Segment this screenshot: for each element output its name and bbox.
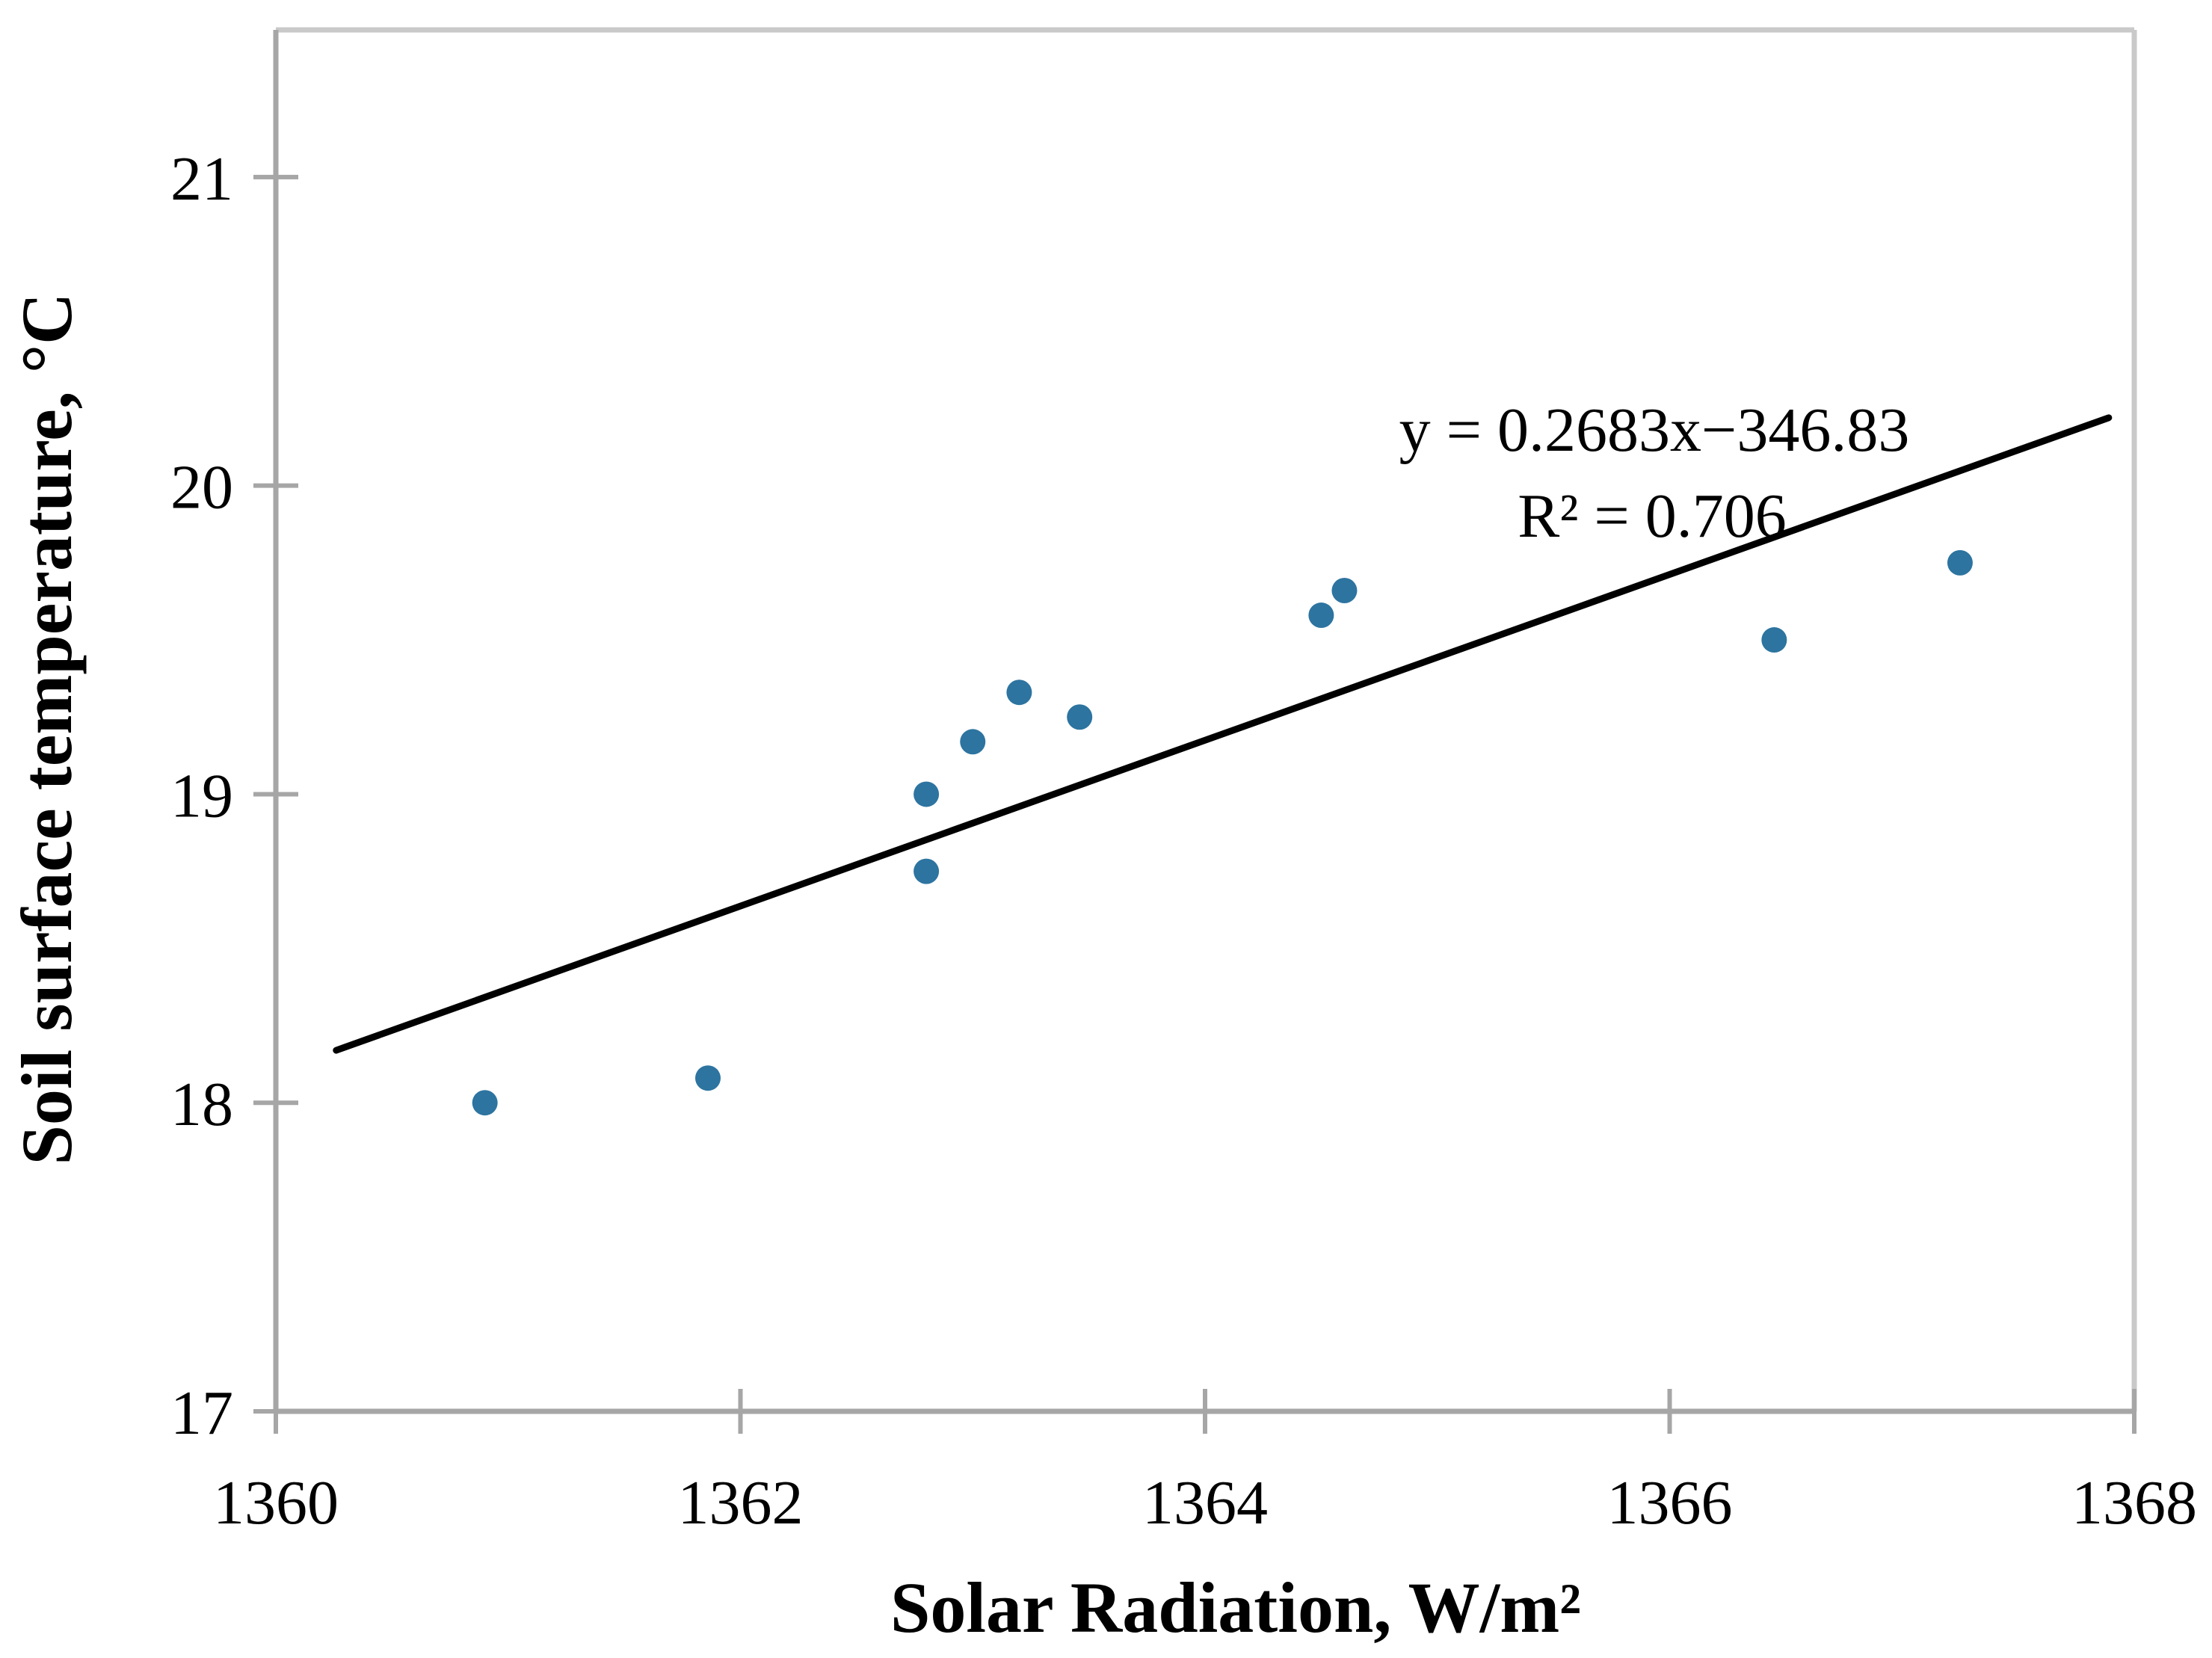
- y-tick-label: 20: [170, 453, 233, 523]
- trendline: [333, 414, 2113, 1054]
- scatter-point: [472, 1090, 498, 1116]
- x-tick-label: 1368: [2071, 1468, 2197, 1538]
- x-tick-label: 1360: [213, 1468, 339, 1538]
- y-tick-label: 19: [170, 761, 233, 830]
- scatter-points: [472, 549, 1973, 1116]
- y-tick-label: 17: [170, 1378, 233, 1448]
- scatter-point: [1308, 603, 1334, 629]
- scatter-point: [694, 1065, 721, 1091]
- x-axis-title: Solar Radiation, W/m²: [890, 1568, 1581, 1648]
- scatter-point: [914, 781, 940, 807]
- scatter-point: [960, 729, 986, 755]
- tick-labels: 1360 1362 1364 1366 1368 17 18 19 20 21: [170, 144, 2197, 1538]
- y-tick-label: 21: [170, 144, 233, 214]
- scatter-point: [1006, 679, 1032, 706]
- r-squared-label: R² = 0.706: [1518, 481, 1787, 551]
- scatter-point: [914, 858, 940, 884]
- y-axis-title: Soil surface temperature, °C: [7, 293, 87, 1165]
- scatter-point: [1067, 704, 1093, 730]
- axes: [273, 30, 2134, 1414]
- scatter-point: [1331, 578, 1358, 604]
- scatter-point: [1761, 627, 1787, 653]
- scatter-point: [1947, 549, 1973, 576]
- x-tick-label: 1366: [1607, 1468, 1733, 1538]
- tick-marks: [253, 174, 2136, 1434]
- y-tick-label: 18: [170, 1070, 233, 1139]
- trendline-equation-label: y = 0.2683x−346.83: [1399, 395, 1910, 465]
- x-tick-label: 1364: [1142, 1468, 1268, 1538]
- plot-frame: [276, 27, 2137, 1411]
- x-tick-label: 1362: [678, 1468, 804, 1538]
